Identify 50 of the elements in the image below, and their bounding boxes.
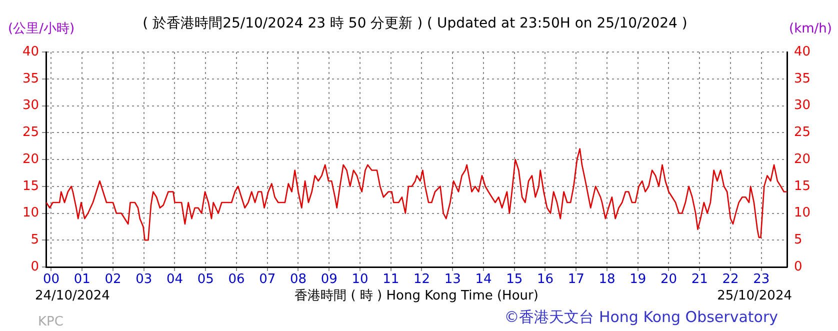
y2-tick-label: 20	[794, 152, 811, 167]
y2-tick-label: 5	[794, 232, 802, 248]
y-tick-label: 30	[22, 98, 39, 114]
x-tick-label: 06	[228, 272, 245, 288]
x-tick-label: 17	[568, 272, 584, 288]
y2-tick-label: 35	[794, 71, 811, 86]
y2-tick-label: 15	[794, 178, 811, 194]
y2-tick-label: 40	[794, 44, 811, 60]
x-tick-label: 20	[660, 272, 678, 288]
y2-tick-label: 10	[794, 206, 811, 221]
x-tick-label: 23	[753, 272, 770, 288]
x-tick-label: 04	[166, 272, 184, 288]
x-tick-label: 16	[536, 272, 554, 288]
y-tick-label: 15	[22, 178, 39, 194]
y-tick-label: 5	[30, 232, 39, 248]
y2-axis-title: (km/h)	[789, 21, 832, 36]
x-tick-label: 01	[74, 272, 90, 288]
text: KPC	[38, 314, 64, 330]
x-tick-label: 03	[136, 272, 152, 288]
y-axis-title: (公里/小時)	[8, 21, 75, 36]
y-tick-label: 20	[22, 152, 39, 167]
x-tick-label: 22	[722, 272, 739, 288]
y-tick-label: 25	[22, 125, 39, 140]
x-tick-label: 10	[352, 272, 368, 288]
text: 25/10/2024	[717, 288, 792, 304]
x-tick-label: 11	[382, 272, 400, 288]
x-tick-label: 07	[259, 272, 276, 288]
y-tick-label: 35	[22, 71, 39, 86]
y-tick-label: 10	[22, 206, 39, 221]
x-tick-label: 09	[320, 272, 338, 288]
x-tick-label: 12	[413, 272, 430, 288]
x-tick-label: 00	[42, 272, 60, 288]
y2-tick-label: 0	[794, 259, 802, 274]
x-tick-label: 15	[506, 272, 523, 288]
y-tick-label: 40	[22, 44, 39, 60]
x-tick-label: 19	[630, 272, 646, 288]
x-tick-label: 21	[691, 272, 708, 288]
x-tick-label: 18	[598, 272, 616, 288]
x-axis-title: 香港時間 ( 時 ) Hong Kong Time (Hour)	[294, 288, 538, 304]
text: ©香港天文台 Hong Kong Observatory	[504, 308, 778, 326]
x-tick-label: 13	[444, 272, 461, 288]
x-tick-label: 14	[475, 272, 492, 288]
x-tick-label: 05	[197, 272, 214, 288]
x-tick-label: 02	[104, 272, 122, 288]
chart-title: ( 於香港時間25/10/2024 23 時 50 分更新 ) ( Updated at 23:50H on 25/10/2024 )	[142, 16, 688, 32]
x-tick-label: 08	[290, 272, 307, 288]
y2-tick-label: 30	[794, 98, 811, 114]
y2-tick-label: 25	[794, 125, 811, 140]
text: 24/10/2024	[35, 288, 110, 304]
y-tick-label: 0	[30, 259, 39, 274]
